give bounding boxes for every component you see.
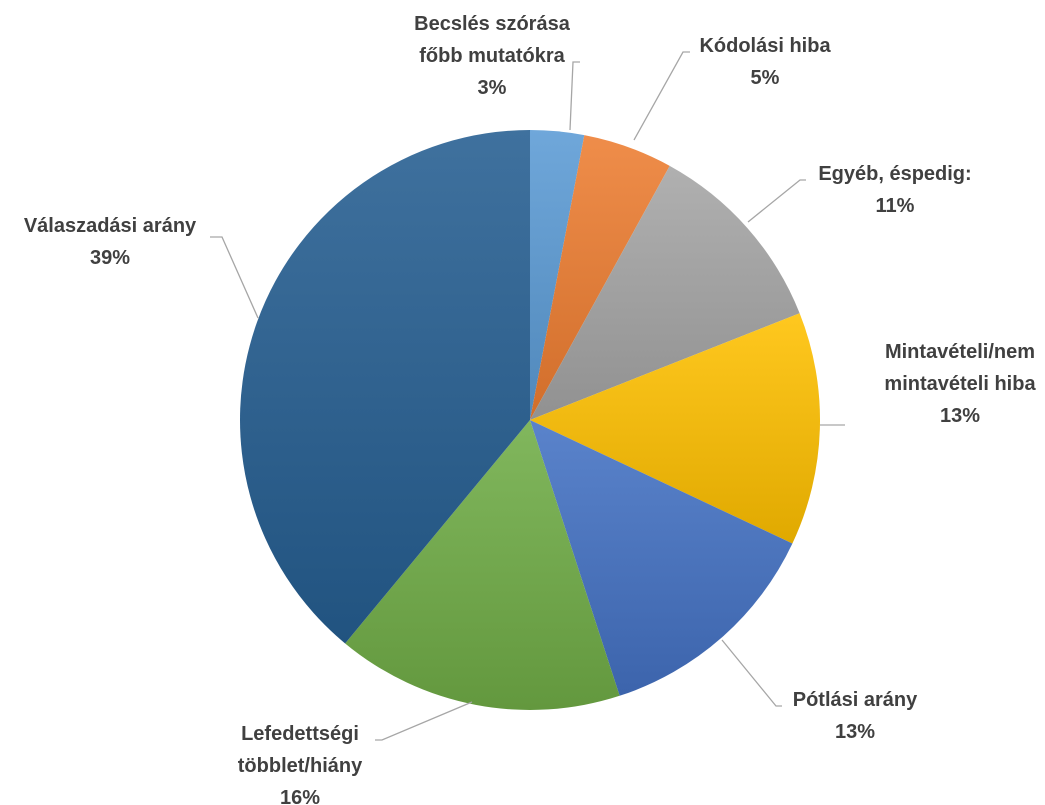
data-label-value: 39% [90,247,130,269]
leader-line [721,639,782,707]
pie-slice [345,420,620,711]
data-label: Becslés szórása főbb mutatókra 3% [414,13,571,99]
data-label-value: 13% [940,405,980,427]
data-label: Pótlási arány 13% [793,689,918,743]
data-label-category: Egyéb, éspedig: [818,163,971,185]
pie-slice [530,135,670,420]
data-label-value: 5% [751,67,780,89]
pie-slices [240,129,821,711]
data-label-category: többlet/hiány [238,755,363,777]
data-label-category: Válaszadási arány [24,215,197,237]
data-label-category: főbb mutatókra [419,45,565,67]
data-label-category: Pótlási arány [793,689,918,711]
data-label: Mintavételi/nem mintavételi hiba 13% [884,341,1036,427]
data-label-value: 16% [280,787,320,805]
leader-line [569,61,580,131]
data-label-category: mintavételi hiba [884,373,1036,395]
data-label: Lefedettségi többlet/hiány 16% [238,723,363,805]
data-label: Válaszadási arány 39% [24,215,197,269]
data-label-value: 3% [478,77,507,99]
data-label-category: Becslés szórása [414,13,571,35]
leader-line [633,51,690,141]
pie-slice [530,420,793,696]
data-label: Egyéb, éspedig: 11% [818,163,971,217]
pie-slice [240,129,530,644]
data-label-category: Mintavételi/nem [885,341,1035,363]
leader-line [747,179,806,223]
pie-slice [530,165,800,420]
data-label-value: 13% [835,721,875,743]
leader-line [210,236,259,319]
leader-lines [210,51,845,741]
pie-slice [530,313,821,544]
leader-line [375,701,473,741]
data-label: Kódolási hiba 5% [699,35,831,89]
data-label-value: 11% [876,195,915,217]
data-labels: Becslés szórása főbb mutatókra 3% Kódolási … [24,13,1037,805]
data-label-category: Lefedettségi [241,723,359,745]
data-label-category: Kódolási hiba [699,35,831,57]
pie-slice [530,130,585,420]
